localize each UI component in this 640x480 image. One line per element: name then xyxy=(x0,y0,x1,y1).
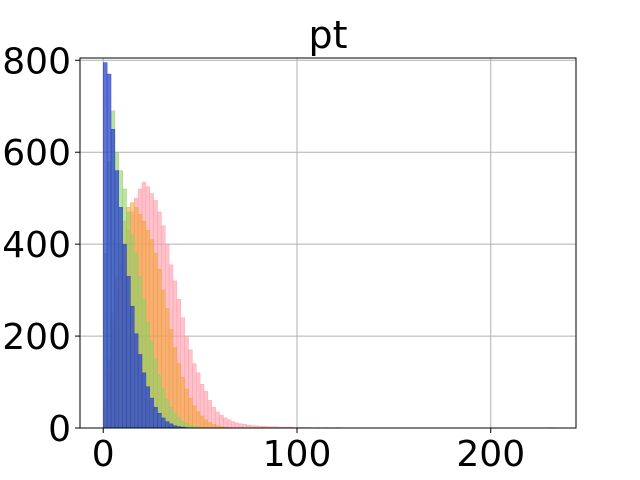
histogram-bar xyxy=(223,417,228,429)
histogram-bar xyxy=(203,419,209,429)
x-tick-label: 0 xyxy=(92,434,115,475)
histogram-bar xyxy=(110,128,116,429)
histogram-bar xyxy=(153,407,158,429)
histogram-series xyxy=(103,62,189,429)
histogram-bar xyxy=(168,423,174,429)
histogram-bar xyxy=(126,276,131,429)
histogram-bar xyxy=(219,414,224,429)
y-tick-label: 0 xyxy=(48,409,71,450)
chart-title: pt xyxy=(308,13,347,57)
histogram-bar xyxy=(137,354,143,429)
axis-ticks: 0 100 200 0 200 400 600 800 xyxy=(2,41,525,475)
histogram-bar xyxy=(211,424,216,429)
histogram-bar xyxy=(180,377,185,429)
histogram-bar xyxy=(238,423,243,429)
histogram-bar xyxy=(207,422,212,429)
histogram-bar xyxy=(192,405,197,429)
histogram-bar xyxy=(114,170,119,429)
y-tick-label: 800 xyxy=(2,41,71,82)
histogram-bar xyxy=(141,372,147,429)
histogram-bar xyxy=(149,397,154,429)
histogram-bar xyxy=(106,73,112,429)
histogram-bar xyxy=(134,333,139,429)
histogram-bar xyxy=(227,419,232,429)
histogram-bar xyxy=(165,421,170,429)
y-tick-label: 600 xyxy=(2,133,71,174)
histogram-bar xyxy=(234,422,240,429)
x-tick-label: 100 xyxy=(263,434,332,475)
histogram-bar xyxy=(199,415,205,429)
histogram-bar xyxy=(188,397,193,429)
histogram-bar xyxy=(118,207,123,429)
histogram-bar xyxy=(242,424,247,429)
histogram-bar xyxy=(122,243,127,429)
plot-frame xyxy=(79,57,577,429)
histogram-bar xyxy=(184,388,189,429)
y-tick-label: 200 xyxy=(2,317,71,358)
histogram-bar xyxy=(196,411,201,429)
histogram-bars xyxy=(103,62,553,429)
histogram-bar xyxy=(230,421,236,429)
histogram-bar xyxy=(161,417,166,429)
histogram-bar xyxy=(130,305,135,429)
x-tick-label: 200 xyxy=(456,434,525,475)
histogram-bar xyxy=(145,386,150,429)
histogram-bar xyxy=(157,413,162,429)
histogram-bar xyxy=(103,62,108,429)
y-tick-label: 400 xyxy=(2,225,71,266)
